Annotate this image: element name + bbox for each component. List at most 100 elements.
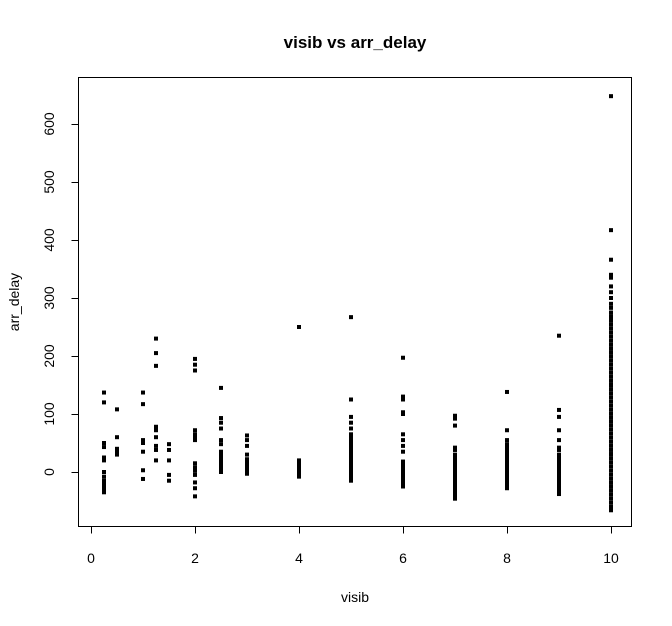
data-point	[453, 445, 457, 450]
data-point	[193, 428, 197, 433]
data-point	[219, 458, 223, 463]
x-tick-label: 10	[603, 550, 619, 566]
data-point	[557, 473, 561, 478]
data-point	[609, 94, 613, 99]
data-point	[102, 484, 106, 489]
y-axis: 0 100 200 300 400 500 600	[41, 112, 79, 476]
data-point	[102, 487, 106, 492]
data-point	[609, 326, 613, 331]
data-point	[349, 458, 353, 463]
data-point	[401, 394, 405, 399]
data-point	[505, 476, 509, 481]
data-point	[609, 456, 613, 461]
data-point	[193, 472, 197, 477]
data-point	[219, 449, 223, 454]
data-point	[609, 387, 613, 392]
data-point	[609, 338, 613, 343]
data-point	[557, 487, 561, 492]
data-point	[193, 438, 197, 443]
data-point	[609, 500, 613, 505]
data-point	[245, 443, 249, 448]
data-point	[609, 508, 613, 513]
data-point	[453, 496, 457, 501]
data-point	[505, 481, 509, 486]
data-point	[193, 465, 197, 470]
y-tick-label: 0	[41, 468, 57, 476]
y-tick-label: 300	[41, 286, 57, 310]
data-point	[193, 468, 197, 473]
data-point	[349, 420, 353, 425]
data-point	[297, 467, 301, 472]
data-point	[154, 435, 158, 440]
data-point	[609, 472, 613, 477]
data-point	[557, 457, 561, 462]
data-point	[193, 461, 197, 466]
data-point	[102, 470, 106, 474]
data-point	[609, 492, 613, 497]
data-point	[401, 484, 405, 489]
data-point	[453, 416, 457, 421]
data-point	[193, 368, 197, 373]
data-point	[505, 467, 509, 472]
data-point	[297, 461, 301, 466]
data-point	[193, 494, 197, 499]
data-point	[453, 413, 457, 418]
data-point	[297, 325, 301, 329]
data-point	[102, 445, 106, 450]
data-point	[609, 496, 613, 501]
data-point	[609, 334, 613, 339]
data-point	[167, 447, 171, 452]
data-point	[245, 457, 249, 462]
data-point	[609, 346, 613, 351]
data-point	[167, 478, 171, 483]
data-point	[609, 415, 613, 420]
data-point	[609, 362, 613, 367]
data-point	[453, 494, 457, 499]
data-point	[609, 504, 613, 509]
data-point	[557, 482, 561, 487]
data-point	[154, 336, 158, 341]
data-point	[193, 362, 197, 367]
data-point	[505, 445, 509, 450]
y-tick-label: 100	[41, 402, 57, 426]
data-point	[609, 399, 613, 404]
data-point	[219, 467, 223, 472]
data-point	[245, 433, 249, 438]
data-point	[557, 452, 561, 457]
data-point	[505, 428, 509, 433]
data-point	[609, 305, 613, 310]
data-point	[219, 385, 223, 390]
data-point	[219, 461, 223, 466]
data-point	[557, 333, 561, 338]
data-point	[609, 480, 613, 485]
data-point	[245, 471, 249, 476]
data-point	[609, 275, 613, 280]
data-point	[349, 426, 353, 431]
data-point	[609, 439, 613, 444]
data-point	[102, 458, 106, 463]
data-point	[193, 486, 197, 491]
data-point	[609, 443, 613, 448]
data-point	[349, 446, 353, 451]
data-point	[557, 447, 561, 452]
data-point	[349, 455, 353, 460]
data-point	[609, 452, 613, 457]
data-points	[102, 94, 613, 513]
data-point	[349, 478, 353, 483]
data-point	[557, 464, 561, 469]
data-point	[557, 485, 561, 490]
data-point	[154, 443, 158, 448]
data-point	[557, 468, 561, 473]
data-point	[505, 453, 509, 458]
data-point	[219, 452, 223, 457]
data-point	[505, 456, 509, 461]
data-point	[609, 290, 613, 295]
data-point	[609, 354, 613, 359]
data-point	[154, 424, 158, 429]
data-point	[349, 443, 353, 448]
data-point	[609, 350, 613, 355]
data-point	[609, 431, 613, 436]
data-point	[349, 438, 353, 443]
data-point	[349, 464, 353, 469]
data-point	[193, 435, 197, 440]
